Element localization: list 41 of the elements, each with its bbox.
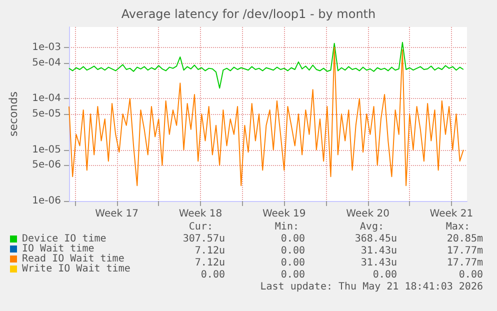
text: Avg: [360,222,384,232]
text: Min: [274,222,299,232]
x-tick-label: Week 21 [430,208,474,220]
text: 0.00 [458,270,483,280]
text: 31.43u [360,246,397,256]
text: 368.45u [354,234,397,244]
x-tick-label: Week 19 [262,208,306,220]
y-tick-label: 1e-03 [32,42,61,53]
legend-label: Device IO time [22,234,106,244]
line-series [68,42,464,89]
text: 307.57u [182,234,225,244]
y-tick-label: 1e-06 [32,196,61,206]
x-tick-label: Week 20 [346,208,390,220]
legend-label: IO Wait time [22,244,94,254]
legend-label: Read IO Wait time [22,254,124,264]
y-tick-label: 5e-06 [32,160,61,171]
y-tick-label: 5e-05 [32,108,61,120]
y-tick-label: 1e-04 [32,93,61,104]
text: 20.85m [446,234,483,244]
text: 0.00 [200,270,225,280]
x-tick-label: Week 18 [178,208,222,220]
text: 0.00 [372,270,397,280]
text: 31.43u [360,258,397,268]
text: 7.12u [194,258,225,268]
text: 17.77m [446,258,483,268]
text: Cur: [188,222,213,232]
text: 0.00 [280,234,305,244]
text: 17.77m [446,246,483,256]
text: 0.00 [280,270,305,280]
chart-title: Average latency for /dev/loop1 - by month [121,7,376,21]
line-series [68,46,464,186]
legend-label: Write IO Wait time [22,264,130,274]
text: 0.00 [280,258,305,268]
text: 7.12u [194,246,225,256]
y-tick-label: 1e-05 [32,144,61,156]
x-tick-label: Week 17 [95,208,138,220]
text: 0.00 [280,246,305,256]
y-tick-label: 5e-04 [32,57,61,68]
text: Last update: Thu May 21 18:41:03 2026 [260,282,483,292]
y-axis-title: seconds [7,91,20,136]
text: Max: [446,222,470,232]
